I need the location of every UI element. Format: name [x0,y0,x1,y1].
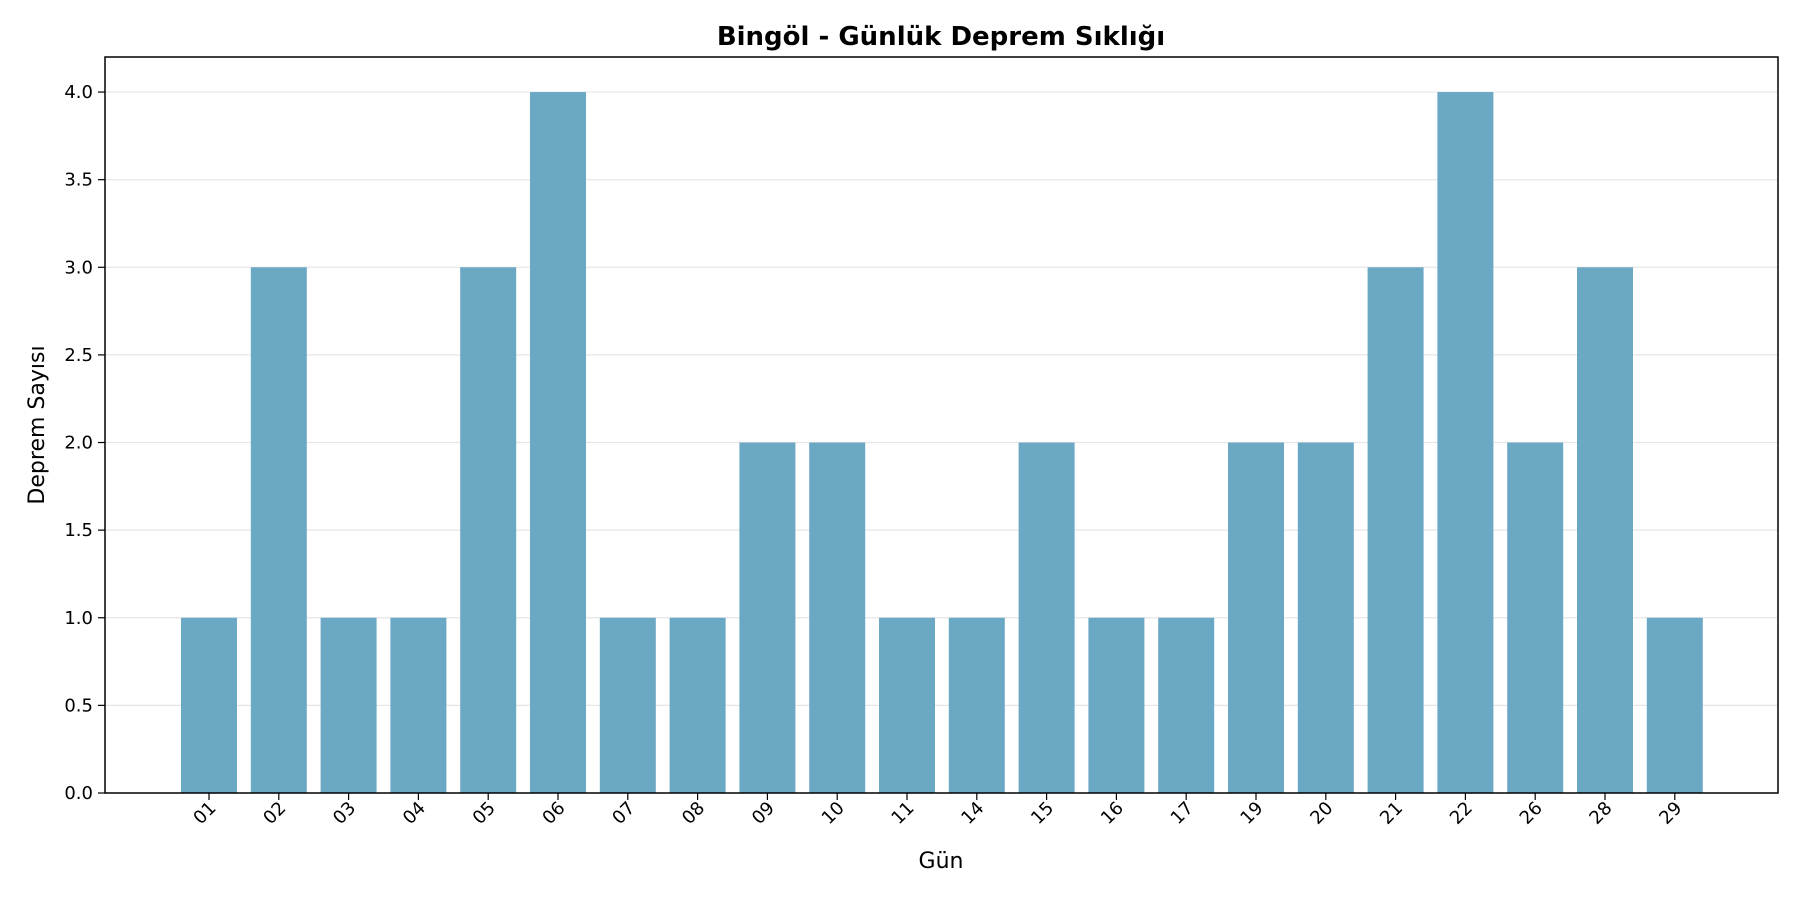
bars [181,92,1703,794]
x-tick-label-26: 26 [1516,798,1547,829]
bar-15 [1018,442,1075,793]
x-tick-label-05: 05 [469,798,500,829]
x-tick-label-15: 15 [1027,798,1058,829]
bar-01 [181,617,237,793]
x-tick-label-22: 22 [1446,798,1477,829]
bar-29 [1646,617,1703,793]
bar-03 [320,617,377,793]
bar-28 [1577,267,1633,793]
x-tick-label-03: 03 [329,798,360,829]
x-tick-label-09: 09 [748,798,779,829]
bar-11 [879,617,935,793]
bar-21 [1367,267,1424,793]
plot-frame [104,56,1779,794]
x-tick-label-28: 28 [1585,798,1616,829]
x-tick-label-19: 19 [1236,798,1267,829]
x-tick-label-08: 08 [678,798,709,829]
x-tick-label-11: 11 [887,798,918,829]
y-tick-label: 2.0 [64,433,93,454]
bar-10 [809,442,866,793]
y-tick-label: 2.5 [64,345,93,366]
bar-17 [1158,617,1215,793]
x-tick-label-17: 17 [1167,798,1198,829]
bar-26 [1507,442,1564,793]
x-tick-label-29: 29 [1655,798,1686,829]
x-tick-label-16: 16 [1097,798,1128,829]
x-tick-label-21: 21 [1376,798,1407,829]
y-tick-label: 1.5 [64,520,93,541]
y-axis-label: Deprem Sayısı [25,345,50,504]
x-tick-label-01: 01 [189,798,220,829]
y-tick-label: 3.5 [64,170,93,191]
bar-16 [1088,617,1145,793]
bar-22 [1437,92,1494,794]
bar-19 [1228,442,1284,793]
y-tick-label: 4.0 [64,82,93,103]
y-tick-label: 0.0 [64,783,93,804]
x-tick-label-02: 02 [259,798,290,829]
bar-04 [390,617,447,793]
y-gridlines [105,91,1778,706]
x-tick-label-04: 04 [399,798,430,829]
y-tick-label: 1.0 [64,608,93,629]
x-axis-label: Gün [919,849,964,874]
x-tick-label-20: 20 [1306,798,1337,829]
x-tick-label-07: 07 [608,798,639,829]
y-axis-ticks: 0.0 0.5 1.0 1.5 2.0 2.5 3.0 3.5 4.0 [64,82,105,804]
bar-14 [948,617,1005,793]
x-tick-label-10: 10 [818,798,849,829]
bar-06 [530,92,586,794]
chart-title: Bingöl - Günlük Deprem Sıklığı [717,22,1165,52]
bar-07 [599,617,656,793]
x-axis-ticks: 01 02 03 04 05 06 07 08 09 10 11 14 15 16 17 19 20 21 22 26… [189,793,1686,829]
bar-08 [669,617,726,793]
bar-02 [250,267,307,793]
x-tick-label-14: 14 [957,798,988,829]
y-tick-label: 3.0 [64,257,93,278]
x-tick-label-06: 06 [538,798,569,829]
bar-05 [460,267,517,793]
bar-20 [1297,442,1354,793]
bar-09 [739,442,796,793]
y-tick-label: 0.5 [64,695,93,716]
